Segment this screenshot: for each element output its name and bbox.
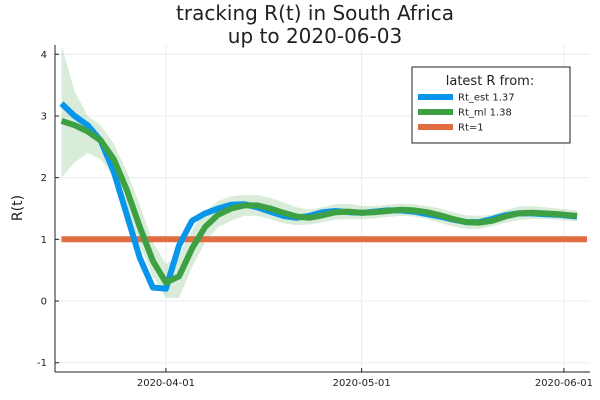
legend: latest R from: Rt_est 1.37 Rt_ml 1.38 Rt=1 [411,66,571,144]
x-tick-label: 2020-04-01 [137,378,195,389]
legend-items: Rt_est 1.37 Rt_ml 1.38 Rt=1 [418,93,515,134]
chart-title: tracking R(t) in South Africa [176,1,454,25]
confidence-band-layer [61,45,577,298]
legend-label-2: Rt_ml 1.38 [458,108,512,119]
y-axis-label: R(t) [10,195,26,221]
legend-label-1: Rt_est 1.37 [458,93,515,104]
legend-box [411,66,571,144]
axes [54,45,590,373]
x-tick-label: 2020-05-01 [333,378,391,389]
y-tick-label: 1 [41,235,47,246]
y-tick-label: 4 [41,50,47,61]
confidence-band [61,45,577,298]
legend-title: latest R from: [446,74,534,89]
tick-labels: -1 0 1 2 3 4 2020-04-01 2020-05-01 2020-06-01 [37,50,593,389]
y-tick-label: 2 [41,173,47,184]
y-tick-label: -1 [37,358,47,369]
chart-subtitle: up to 2020-06-03 [228,24,402,48]
y-tick-label: 3 [41,111,47,122]
series-line-2 [60,118,578,286]
series-layer [59,101,587,292]
legend-label-3: Rt=1 [458,123,484,134]
x-tick-label: 2020-06-01 [535,378,593,389]
y-tick-label: 0 [41,297,47,308]
